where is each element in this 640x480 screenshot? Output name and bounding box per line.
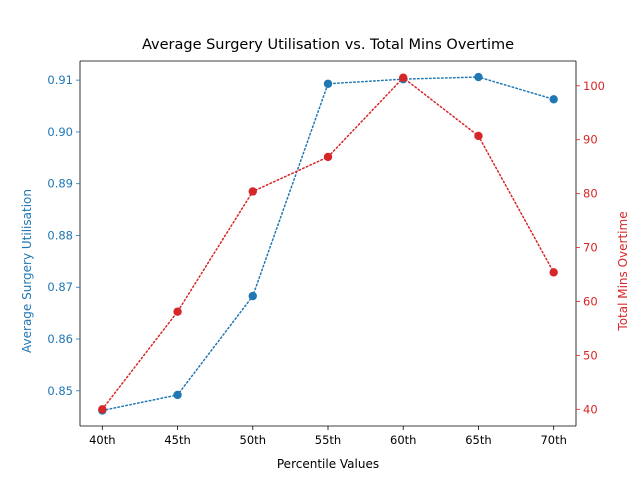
axes-layer: 40th 45th 50th 55th 60th 65th 70th 0.85 0.86 0.87… [47,60,605,447]
left-y-tick-label: 0.87 [47,280,73,294]
right-y-tick-label: 40 [583,402,598,416]
left-y-tick-label: 0.89 [47,177,73,191]
left-y-tick-label: 0.86 [47,332,73,346]
utilisation-data-point [248,291,257,301]
right-y-tick-label: 70 [583,241,598,255]
overtime-data-point [549,268,558,277]
x-axis-label: Percentile Values [277,457,379,471]
utilisation-data-point [323,79,333,88]
left-y-axis-label: Average Surgery Utilisation [20,189,34,353]
x-tick-label: 70th [540,433,566,447]
x-tick-label: 55th [315,433,341,447]
chart-title: Average Surgery Utilisation vs. Total Mi… [142,37,514,53]
right-y-tick-label: 60 [583,294,598,308]
overtime-data-point [173,307,182,316]
left-y-tick-label: 0.85 [47,384,73,398]
overtime-data-point [474,131,483,141]
right-y-tick-label: 50 [583,348,598,362]
overtime-data-point [98,405,107,414]
right-y-tick-label: 100 [583,79,605,93]
overtime-data-point [399,73,408,82]
x-tick-label: 40th [89,433,115,447]
overtime-data-point [323,152,333,162]
x-tick-label: 60th [390,433,416,447]
series-layer [98,72,558,415]
left-y-tick-label: 0.91 [47,73,73,87]
x-tick-label: 45th [164,433,190,447]
right-y-axis-label: Total Mins Overtime [616,211,630,331]
utilisation-data-point [474,72,483,82]
left-y-tick-label: 0.88 [47,228,73,242]
overtime-data-point [248,187,257,196]
right-y-tick-label: 80 [583,187,598,201]
x-tick-label: 50th [240,433,266,447]
right-y-tick-label: 90 [583,133,598,147]
left-y-tick-label: 0.90 [47,125,73,139]
utilisation-data-point [549,95,558,104]
x-tick-label: 65th [465,433,491,447]
utilisation-data-point [173,390,182,400]
